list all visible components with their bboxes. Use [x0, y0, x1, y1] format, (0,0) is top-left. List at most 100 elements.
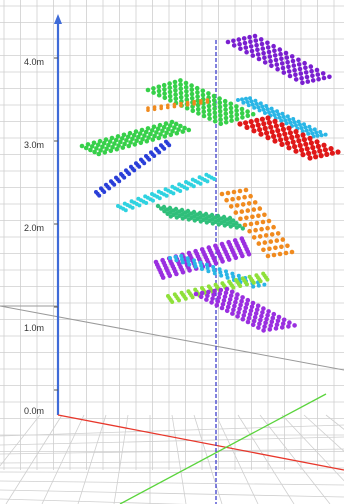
point-marker	[202, 114, 207, 119]
point-marker	[261, 51, 266, 56]
tick-label-2m: 2.0m	[24, 223, 44, 233]
point-marker	[147, 158, 151, 162]
point-marker	[238, 284, 242, 288]
point-marker	[311, 78, 316, 83]
floor-grid-line	[0, 461, 344, 463]
point-marker	[249, 222, 254, 227]
point-marker	[178, 82, 183, 87]
point-marker	[256, 325, 261, 330]
point-marker	[271, 134, 276, 139]
point-marker	[262, 56, 267, 61]
point-marker	[251, 285, 255, 289]
point-marker	[313, 154, 318, 159]
point-marker	[184, 89, 189, 94]
point-marker	[195, 86, 200, 91]
point-marker	[278, 52, 283, 57]
point-marker	[271, 44, 276, 49]
point-marker	[252, 207, 257, 212]
point-marker	[291, 139, 296, 144]
point-marker	[104, 137, 109, 142]
point-marker	[279, 122, 284, 127]
point-marker	[296, 58, 301, 63]
point-marker	[204, 297, 209, 302]
point-marker	[140, 128, 145, 133]
point-marker	[226, 191, 231, 196]
point-marker	[246, 208, 251, 213]
point-marker	[229, 110, 234, 115]
point-marker	[310, 145, 315, 150]
point-marker	[174, 258, 178, 262]
point-marker	[258, 234, 263, 239]
point-marker	[265, 226, 270, 231]
point-marker	[253, 228, 258, 233]
point-marker	[217, 96, 222, 101]
point-marker	[261, 220, 266, 225]
floor-grid-line	[194, 415, 222, 504]
point-marker	[240, 107, 245, 112]
floor-grid-line	[0, 437, 344, 445]
point-marker	[206, 269, 210, 273]
point-marker	[206, 100, 210, 104]
point-marker	[260, 42, 265, 47]
point-marker	[235, 314, 240, 319]
point-marker	[213, 271, 217, 275]
point-marker	[158, 123, 163, 128]
point-marker	[263, 126, 268, 131]
point-marker	[158, 196, 162, 200]
point-marker	[256, 122, 261, 127]
point-marker	[151, 86, 156, 91]
point-marker	[242, 36, 247, 41]
major-grid-line	[0, 306, 344, 370]
point-marker	[247, 252, 252, 257]
point-marker	[218, 105, 223, 110]
point-marker	[286, 324, 291, 329]
point-layer	[226, 34, 332, 85]
point-marker	[293, 149, 298, 154]
point-marker	[247, 229, 252, 234]
point-marker	[296, 138, 301, 143]
point-marker	[187, 268, 192, 273]
point-marker	[307, 155, 312, 160]
point-marker	[285, 141, 290, 146]
point-marker	[202, 110, 207, 115]
point-marker	[280, 325, 285, 330]
point-marker	[267, 247, 272, 252]
point-marker	[292, 68, 297, 73]
point-marker	[186, 103, 190, 107]
point-marker	[314, 139, 319, 144]
point-marker	[232, 43, 237, 48]
point-marker	[261, 46, 266, 51]
point-marker	[258, 108, 262, 112]
point-marker	[179, 104, 183, 108]
point-marker	[277, 133, 282, 138]
point-marker	[262, 283, 266, 287]
point-marker	[167, 81, 172, 86]
point-marker	[306, 79, 311, 84]
point-marker	[181, 260, 185, 264]
axis-tick-labels: 4.0m 3.0m 2.0m 1.0m 0.0m	[24, 57, 44, 416]
floor-grid-line	[78, 415, 106, 504]
point-marker	[223, 103, 228, 108]
point-marker	[236, 98, 240, 102]
point-marker	[286, 126, 291, 131]
point-marker	[168, 86, 173, 91]
point-marker	[247, 35, 252, 40]
point-marker	[223, 107, 228, 112]
point-marker	[291, 59, 296, 64]
point-marker	[280, 61, 285, 66]
point-marker	[292, 63, 297, 68]
point-marker	[306, 151, 311, 156]
point-marker	[234, 210, 239, 215]
point-marker	[307, 136, 312, 141]
point-marker	[243, 41, 248, 46]
point-marker	[207, 108, 212, 113]
point-marker	[281, 237, 286, 242]
point-marker	[168, 256, 172, 260]
point-marker	[272, 49, 277, 54]
point-cloud	[80, 34, 341, 333]
point-marker	[174, 97, 179, 102]
point-marker	[263, 240, 268, 245]
point-marker	[309, 64, 314, 69]
